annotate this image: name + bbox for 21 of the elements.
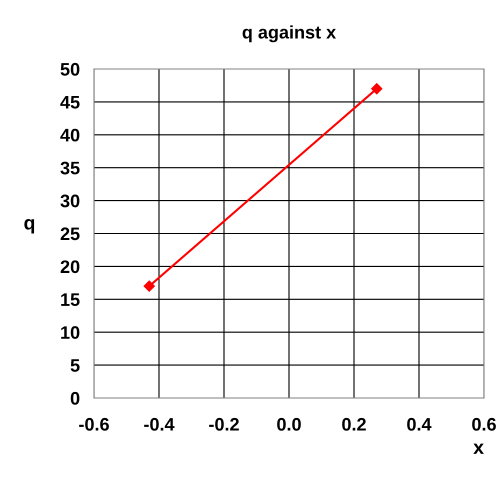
- y-tick-label: 45: [60, 96, 80, 109]
- x-tick-label: 0.6: [472, 418, 496, 431]
- y-tick-label: 20: [60, 260, 80, 274]
- x-tick-label: -0.6: [79, 418, 109, 431]
- chart-title: q against x: [242, 25, 336, 42]
- y-tick-label: 25: [60, 227, 80, 240]
- x-tick-label: 0.4: [407, 418, 432, 431]
- y-axis-title: q: [24, 218, 34, 234]
- x-tick-label: 0.0: [277, 418, 301, 431]
- y-tick-label: 5: [70, 359, 80, 372]
- x-axis-title: x: [473, 444, 484, 454]
- x-tick-label: -0.4: [144, 418, 174, 431]
- x-tick-label: 0.2: [342, 418, 366, 431]
- y-tick-label: 35: [60, 162, 80, 174]
- y-tick-label: 0: [70, 392, 80, 405]
- y-tick-label: 50: [60, 62, 80, 76]
- y-tick-label: 30: [60, 194, 80, 208]
- y-tick-label: 40: [60, 128, 80, 142]
- x-tick-label: -0.2: [209, 418, 239, 431]
- y-tick-label: 15: [61, 293, 80, 306]
- y-tick-label: 10: [61, 326, 80, 339]
